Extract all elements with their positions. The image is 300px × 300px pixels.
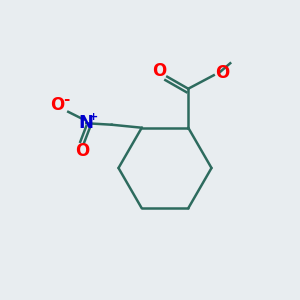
Text: O: O [50, 96, 64, 114]
Text: O: O [75, 142, 89, 160]
Text: O: O [152, 62, 166, 80]
Text: O: O [215, 64, 229, 82]
Text: -: - [64, 92, 70, 107]
Text: N: N [79, 114, 94, 132]
Text: +: + [89, 112, 98, 122]
